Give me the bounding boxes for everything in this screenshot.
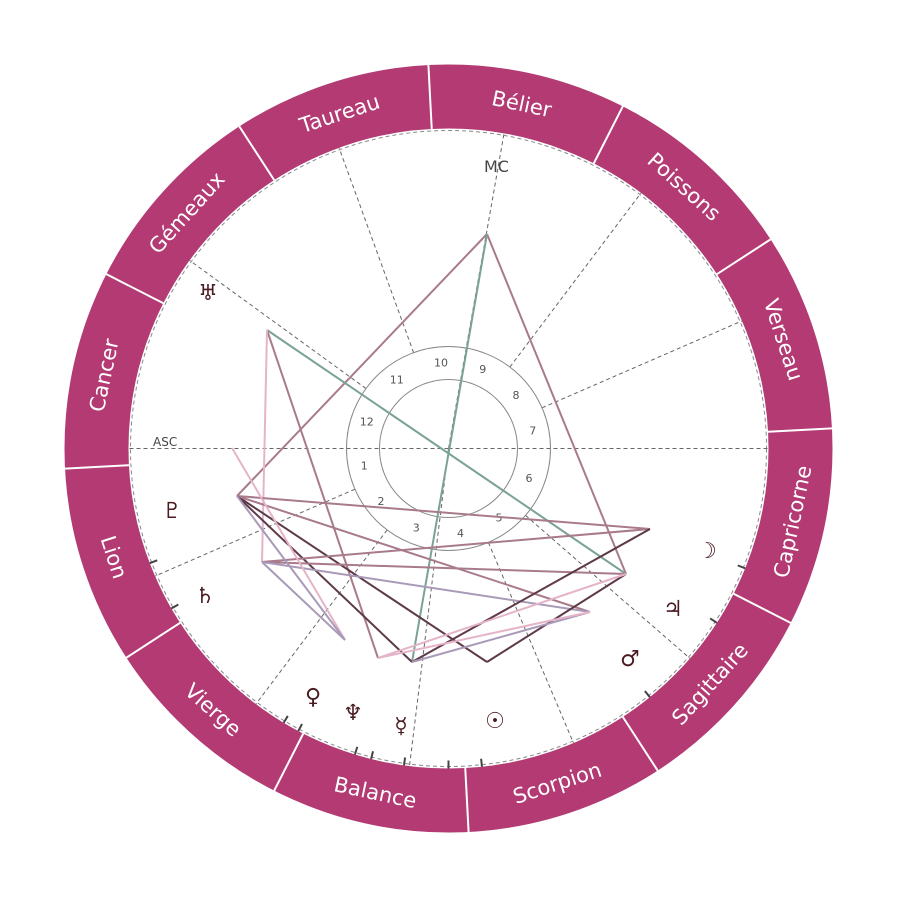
- planet-tick: [644, 690, 651, 698]
- house-cusp-line: [409, 448, 449, 767]
- aspect-line: [231, 447, 346, 641]
- house-number: 9: [479, 363, 486, 376]
- house-cusp-line: [487, 542, 574, 744]
- house-number: 6: [526, 472, 533, 485]
- planet-tick: [353, 746, 359, 755]
- mercury-icon: ☿: [394, 714, 408, 739]
- ring-band: [64, 64, 833, 833]
- house-number: 3: [413, 522, 420, 535]
- asc-label: ASC: [153, 435, 177, 449]
- pluto-icon: ♇: [162, 499, 182, 524]
- sign-divider: [125, 621, 181, 659]
- neptune-icon: ♆: [343, 701, 363, 726]
- planet-glyphs: ☉ ☽ ☿ ♀ ♂ ♃ ♄ ♅ ♆ ♇: [162, 281, 717, 739]
- planet-ticks: [149, 559, 746, 769]
- house-number: 7: [529, 424, 536, 437]
- house-cusp-line: [525, 515, 691, 659]
- house-number: 12: [360, 415, 374, 428]
- aspect-line: [236, 495, 591, 613]
- sign-divider: [621, 716, 659, 772]
- house-number: 8: [513, 389, 520, 402]
- house-number-ring-inner: [379, 379, 518, 518]
- aspect-line: [411, 528, 651, 663]
- aspect-line: [236, 495, 651, 530]
- aspect-line: [261, 528, 651, 563]
- aspect-line: [236, 495, 413, 663]
- aspect-line: [236, 233, 488, 497]
- aspect-line: [261, 561, 627, 575]
- sun-icon: ☉: [485, 709, 505, 734]
- aspect-line: [266, 329, 627, 575]
- house-number: 4: [457, 527, 464, 540]
- planet-tick: [480, 758, 483, 767]
- aspect-line: [411, 233, 488, 663]
- house-cusp-line: [541, 320, 743, 409]
- sign-divider: [64, 464, 129, 470]
- sign-divider: [768, 427, 833, 433]
- venus-icon: ♀: [305, 685, 321, 710]
- sign-divider: [273, 733, 305, 792]
- planet-tick: [370, 750, 374, 760]
- mars-icon: ♂: [620, 647, 640, 672]
- sign-divider: [716, 238, 772, 276]
- planet-tick: [709, 617, 718, 624]
- house-number: 10: [434, 356, 448, 369]
- house-cusp-line: [509, 192, 642, 368]
- aspect-line: [261, 329, 268, 563]
- house-number: 11: [390, 373, 404, 386]
- planet-tick: [282, 715, 289, 724]
- sign-divider: [464, 768, 470, 833]
- moon-icon: ☽: [697, 539, 717, 564]
- planet-tick: [737, 564, 746, 570]
- aspect-line: [236, 495, 346, 641]
- planet-tick: [402, 757, 407, 766]
- zodiac-ring: BélierTaureauGémeauxCancerLionViergeBala…: [64, 64, 833, 833]
- house-cusp-line: [338, 147, 415, 353]
- aspect-line: [266, 329, 379, 659]
- house-number: 2: [377, 495, 384, 508]
- planet-tick: [170, 603, 179, 610]
- sign-divider: [238, 125, 276, 181]
- aspect-line: [486, 233, 627, 575]
- house-number: 5: [496, 512, 503, 525]
- sign-divider: [427, 64, 433, 129]
- aspect-line: [261, 561, 346, 641]
- aspect-line: [411, 611, 591, 663]
- mc-label: MC: [484, 157, 509, 176]
- house-number-ring-outer: [346, 346, 551, 551]
- saturn-icon: ♄: [195, 584, 215, 609]
- planet-tick: [149, 559, 158, 565]
- aspect-line: [377, 573, 627, 659]
- planet-tick: [297, 723, 303, 732]
- aspect-line: [486, 573, 627, 663]
- aspect-lines: [231, 233, 651, 663]
- sign-divider: [733, 592, 792, 624]
- aspect-line: [377, 611, 591, 659]
- uranus-icon: ♅: [198, 281, 218, 306]
- sign-divider: [592, 105, 624, 164]
- house-cusp-line: [189, 260, 367, 389]
- house-number: 1: [361, 460, 368, 473]
- aspect-line: [261, 561, 591, 613]
- house-cusp-line: [448, 133, 505, 449]
- sign-divider: [105, 273, 164, 305]
- jupiter-icon: ♃: [663, 597, 683, 622]
